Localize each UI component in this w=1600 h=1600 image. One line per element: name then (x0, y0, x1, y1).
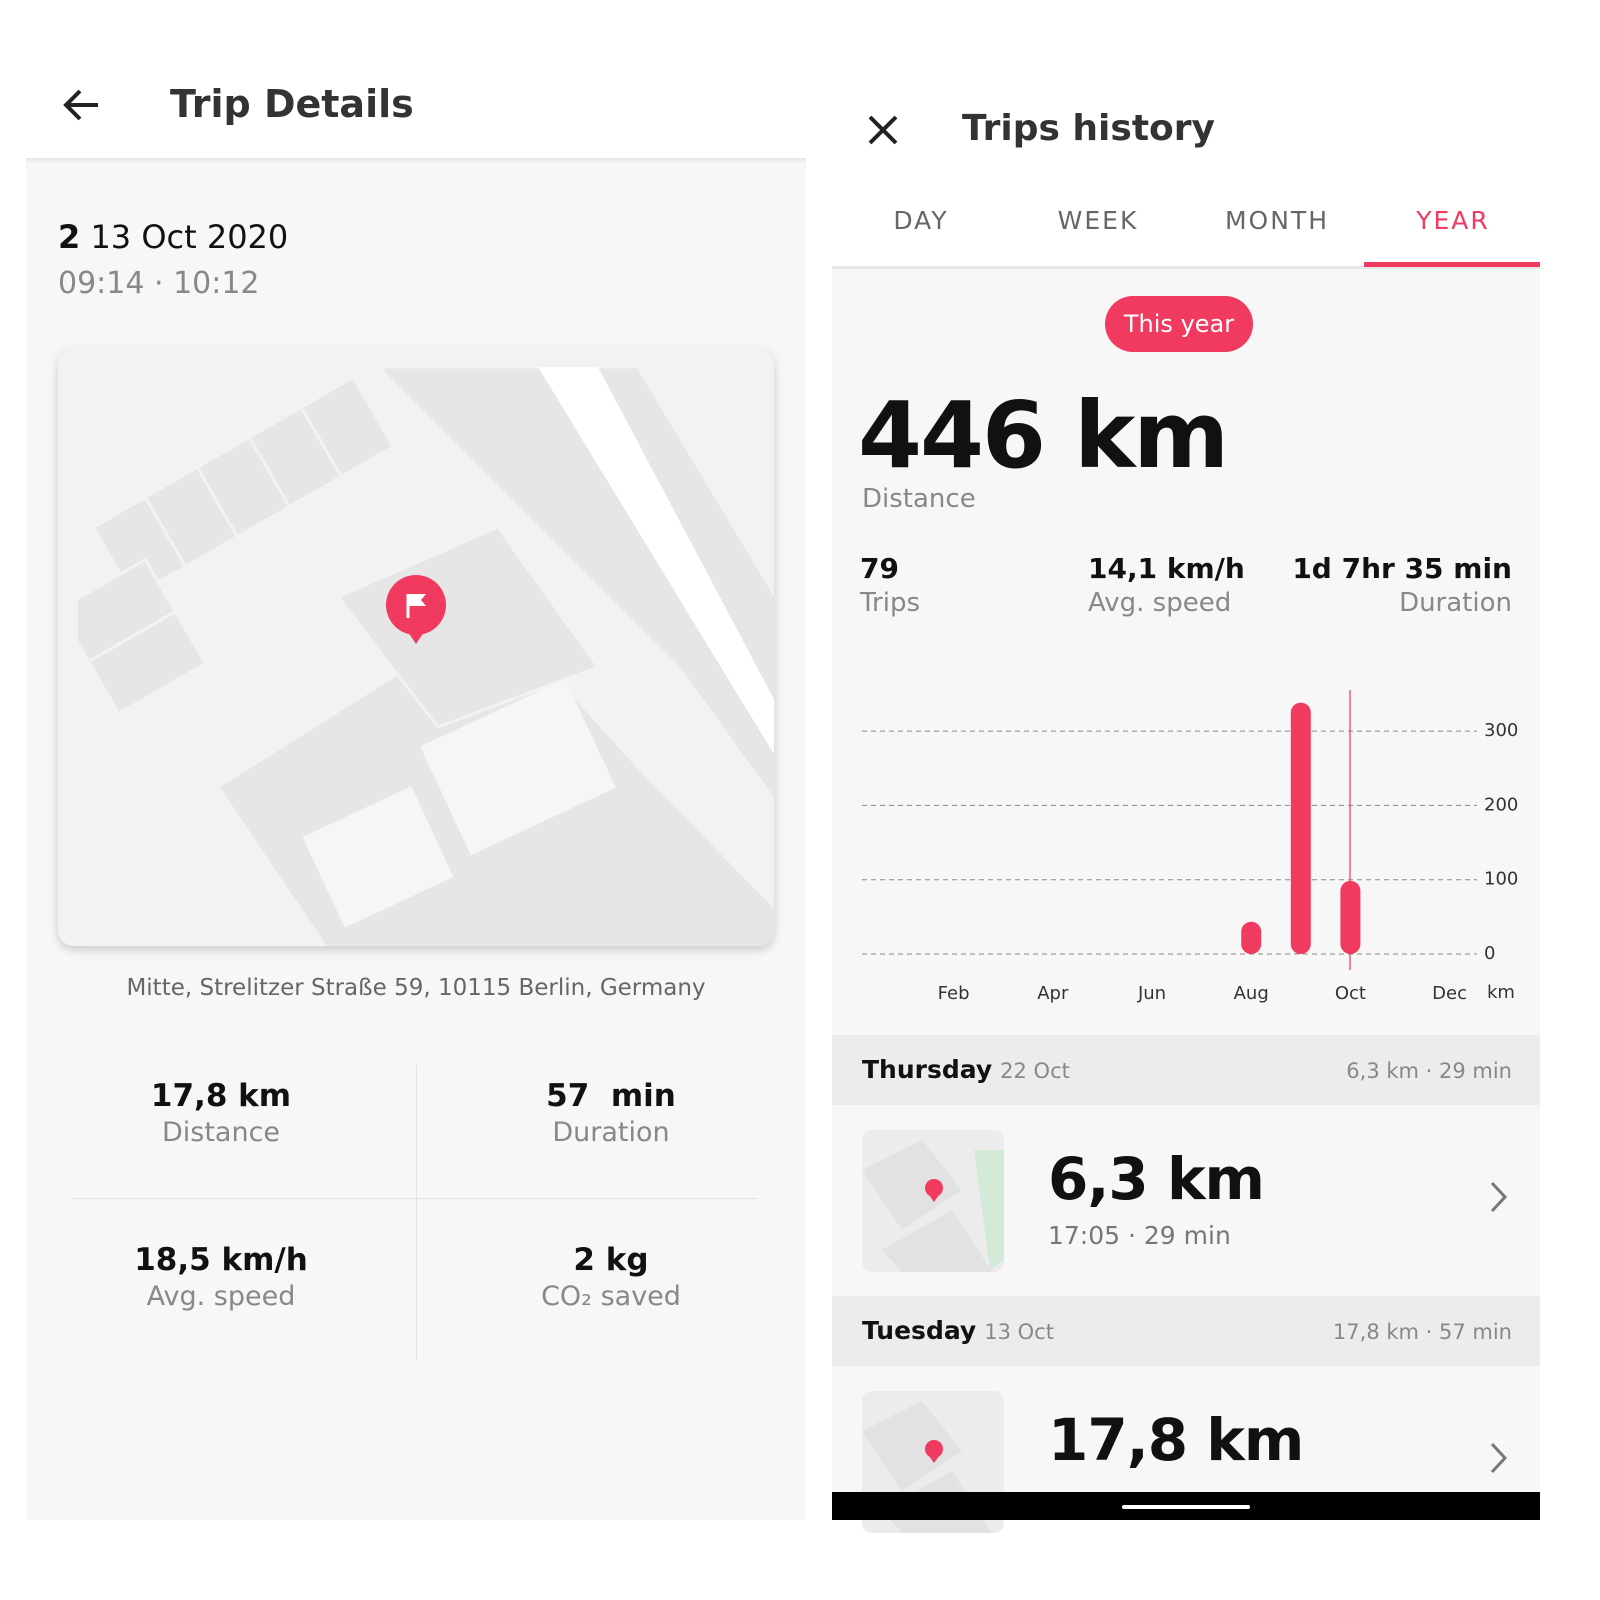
stat-value: 2 kg (573, 1242, 649, 1278)
stat-label: Trips (860, 588, 921, 618)
chevron (1490, 1442, 1508, 1474)
day-date: 22 Oct (1000, 1059, 1070, 1083)
x-tick-label: Aug (1234, 983, 1269, 1004)
stat-label: Avg. speed (1088, 588, 1232, 618)
y-tick-label: 300 (1484, 720, 1518, 741)
x-tick-label: Apr (1037, 983, 1069, 1004)
trip-time: 09:14 · 10:12 (58, 266, 260, 301)
close-button[interactable] (866, 113, 900, 147)
y-unit: km (1487, 982, 1515, 1003)
stat-value: 79 (860, 552, 899, 585)
trip-thumbnail (862, 1130, 1004, 1272)
x-tick-label: Dec (1432, 983, 1467, 1004)
header-line (832, 266, 1540, 269)
tab[interactable]: YEAR (1416, 206, 1490, 235)
trip-detail: 17:05 · 29 min (1048, 1221, 1231, 1250)
day-summary: 17,8 km · 57 min (1332, 1320, 1512, 1344)
trip-date: 2 13 Oct 2020 (58, 218, 288, 256)
y-tick-label: 100 (1484, 869, 1518, 890)
day-header (832, 1035, 1540, 1105)
bar (1241, 921, 1262, 954)
bar (1290, 702, 1311, 954)
y-tick-label: 200 (1484, 794, 1518, 815)
page-title: Trip Details (170, 82, 414, 126)
chart: 0 100 200 300 km Feb Apr Jun Aug Oct Dec (862, 690, 1518, 1004)
header-shadow (26, 158, 806, 163)
date: 13 Oct 2020 (90, 218, 289, 256)
weekday: Thursday (862, 1055, 993, 1084)
tab[interactable]: WEEK (1057, 206, 1139, 235)
trip-distance: 6,3 km (1048, 1145, 1265, 1213)
tab-indicator (1364, 262, 1540, 267)
total-distance: 446 km (858, 382, 1229, 489)
total-label: Distance (862, 484, 976, 514)
day-title: Tuesday 13 Oct (862, 1316, 1054, 1345)
stat-label: Distance (161, 1117, 281, 1148)
address: Mitte, Strelitzer Straße 59, 10115 Berli… (126, 975, 706, 1001)
x-tick-label: Jun (1137, 983, 1166, 1004)
divider (416, 1065, 417, 1360)
stat-label: Avg. speed (146, 1281, 296, 1312)
stat-value: 1d 7hr 35 min (1292, 552, 1512, 585)
y-tick-label: 0 (1484, 943, 1495, 964)
period-chip[interactable]: This year (1105, 296, 1253, 352)
stat-label: Duration (552, 1117, 670, 1148)
stat-value: 14,1 km/h (1088, 552, 1245, 585)
map-graphic (58, 365, 774, 946)
stat-value: 18,5 km/h (134, 1242, 308, 1278)
map-pin (386, 575, 446, 644)
stat-label: Duration (1399, 588, 1512, 618)
x-tick-label: Feb (938, 983, 970, 1004)
day-header (832, 1296, 1540, 1366)
stat-value: 17,8 km (150, 1078, 292, 1114)
day-date: 13 Oct (984, 1320, 1054, 1344)
tab[interactable]: MONTH (1224, 206, 1330, 235)
stat-value: 57 min (546, 1078, 676, 1114)
x-tick-label: Oct (1335, 983, 1366, 1004)
weekday: Tuesday (862, 1316, 977, 1345)
chevron (1490, 1181, 1508, 1213)
divider (72, 1198, 758, 1199)
tab[interactable]: DAY (893, 206, 949, 235)
day-title: Thursday 22 Oct (862, 1055, 1070, 1084)
trip-number: 2 (58, 218, 81, 256)
day-summary: 6,3 km · 29 min (1346, 1059, 1512, 1083)
page-title: Trips history (962, 108, 1215, 149)
stat-label: CO₂ saved (541, 1281, 681, 1312)
home-indicator (1122, 1505, 1250, 1509)
trip-distance: 17,8 km (1048, 1406, 1304, 1474)
back-button[interactable] (60, 85, 104, 125)
map (58, 348, 774, 946)
